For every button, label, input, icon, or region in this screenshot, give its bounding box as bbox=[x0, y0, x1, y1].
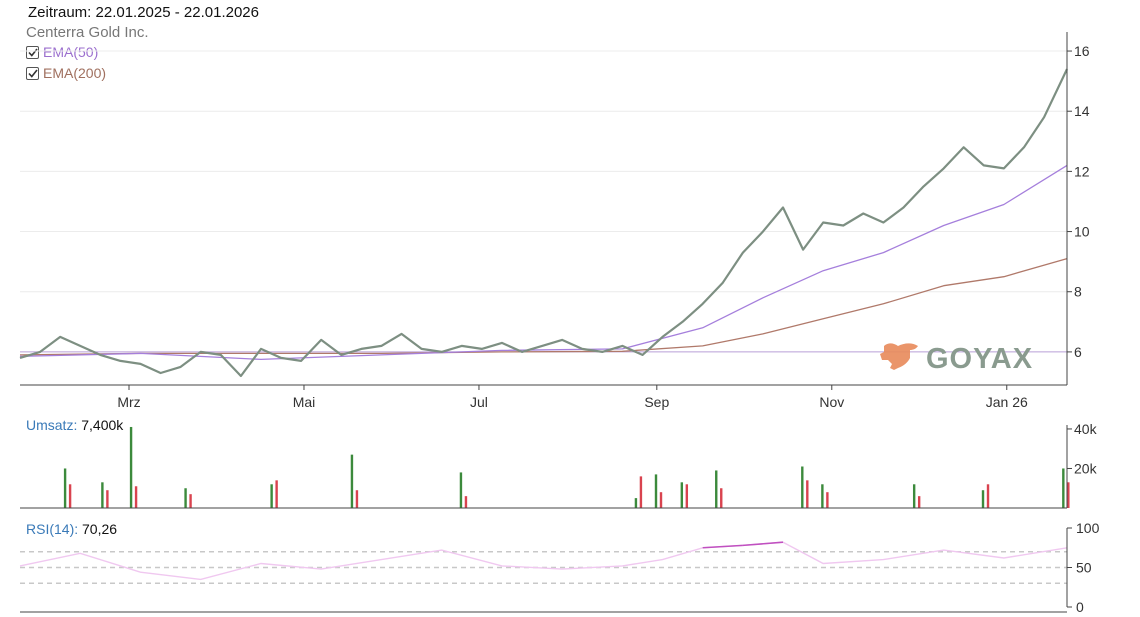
volume-bar-down bbox=[986, 484, 990, 508]
volume-bar-down bbox=[189, 494, 192, 508]
x-tick-label: Mrz bbox=[117, 394, 140, 410]
price-line bbox=[19, 68, 1068, 378]
volume-tick-label: 20k bbox=[1074, 460, 1098, 476]
y-tick-label: 16 bbox=[1074, 43, 1090, 59]
y-tick-label: 12 bbox=[1074, 163, 1090, 179]
y-tick-label: 10 bbox=[1074, 224, 1090, 240]
period-label: Zeitraum: 22.01.2025 - 22.01.2026 bbox=[28, 4, 259, 21]
volume-bar-down bbox=[1067, 482, 1070, 508]
legend-ema200[interactable]: EMA(200) bbox=[26, 65, 106, 81]
y-tick-label: 14 bbox=[1074, 103, 1090, 119]
volume-bar-up bbox=[821, 484, 824, 508]
volume-bar-up bbox=[63, 468, 67, 508]
volume-label: Umsatz: bbox=[26, 417, 78, 433]
volume-bar-down bbox=[68, 484, 72, 508]
legend-ema200-label: EMA(200) bbox=[43, 65, 107, 81]
volume-bar-down bbox=[806, 480, 809, 508]
volume-value: 7,400k bbox=[81, 417, 124, 433]
y-tick-label: 8 bbox=[1074, 284, 1082, 300]
rsi-tick-label: 0 bbox=[1076, 599, 1084, 615]
ema50-line bbox=[19, 164, 1068, 361]
volume-bar-up bbox=[654, 474, 658, 508]
x-tick-label: Mai bbox=[293, 394, 316, 410]
checkbox-ema200[interactable] bbox=[26, 66, 39, 80]
rsi-value: 70,26 bbox=[82, 521, 118, 537]
logo-text: GOYAX bbox=[926, 343, 1033, 375]
volume-bar-down bbox=[826, 492, 829, 508]
rsi-line bbox=[19, 541, 1068, 581]
x-tick-label: Sep bbox=[644, 394, 669, 410]
volume-bar-down bbox=[355, 490, 359, 508]
volume-bar-down bbox=[685, 484, 689, 508]
volume-bar-down bbox=[639, 476, 643, 508]
volume-readout: Umsatz: 7,400k bbox=[26, 417, 123, 433]
volume-bar-up bbox=[129, 426, 133, 508]
volume-bar-up bbox=[715, 470, 718, 508]
volume-bar-up bbox=[981, 490, 985, 508]
volume-bar-up bbox=[634, 498, 638, 508]
stock-name: Centerra Gold Inc. bbox=[26, 24, 149, 41]
rsi-label: RSI(14): bbox=[26, 521, 79, 537]
x-tick-label: Jul bbox=[470, 394, 488, 410]
volume-bar-up bbox=[801, 466, 804, 508]
volume-bar-down bbox=[720, 488, 723, 508]
volume-bar-up bbox=[1062, 468, 1065, 508]
volume-bar-down bbox=[134, 486, 138, 508]
y-tick-label: 6 bbox=[1074, 344, 1082, 360]
volume-bar-down bbox=[464, 496, 468, 508]
legend-ema50-label: EMA(50) bbox=[43, 44, 99, 60]
volume-bar-up bbox=[459, 472, 463, 508]
volume-bar-up bbox=[912, 484, 916, 508]
rsi-overbought-segment bbox=[742, 541, 784, 547]
volume-bar-up bbox=[184, 488, 187, 508]
volume-bar-up bbox=[680, 482, 684, 508]
volume-bar-down bbox=[917, 496, 921, 508]
volume-tick-label: 40k bbox=[1074, 421, 1098, 437]
rsi-tick-label: 50 bbox=[1076, 560, 1092, 576]
volume-bar-down bbox=[106, 490, 109, 508]
bull-icon bbox=[880, 343, 918, 370]
volume-bar-up bbox=[270, 484, 273, 508]
checkbox-ema50[interactable] bbox=[26, 45, 39, 59]
rsi-overbought-segment bbox=[702, 544, 743, 549]
x-tick-label: Jan 26 bbox=[986, 394, 1028, 410]
volume-bar-up bbox=[101, 482, 104, 508]
ema200-line bbox=[19, 257, 1068, 356]
volume-bar-down bbox=[275, 480, 278, 508]
legend-ema50[interactable]: EMA(50) bbox=[26, 44, 98, 60]
rsi-readout: RSI(14): 70,26 bbox=[26, 521, 117, 537]
x-tick-label: Nov bbox=[819, 394, 844, 410]
volume-bar-down bbox=[659, 492, 663, 508]
volume-bar-up bbox=[350, 454, 354, 508]
checkmark-icon bbox=[27, 69, 38, 78]
rsi-tick-label: 100 bbox=[1076, 520, 1100, 536]
goyax-logo: GOYAX bbox=[880, 343, 1033, 375]
